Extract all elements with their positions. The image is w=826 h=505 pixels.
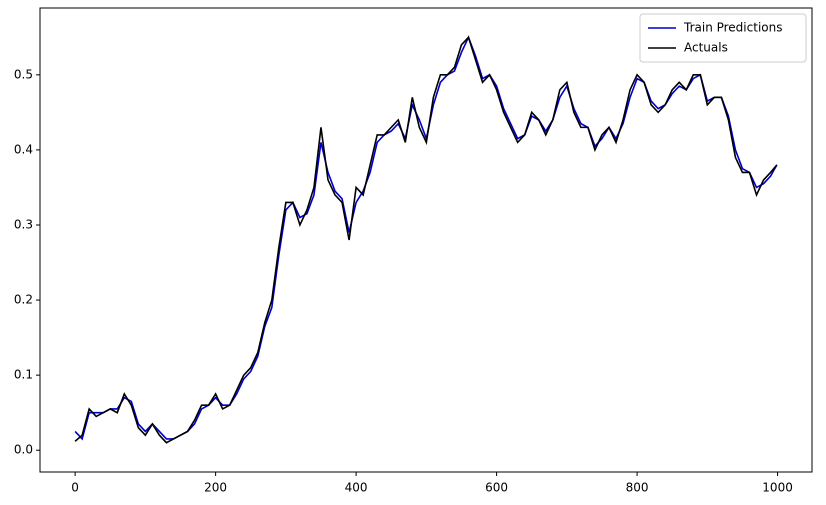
- legend-box: [639, 13, 807, 63]
- y-tick-label: 0.4: [14, 142, 33, 156]
- x-tick-label: 400: [345, 481, 368, 495]
- line-series: [74, 35, 778, 444]
- y-tick-label: 0.2: [14, 293, 33, 307]
- x-tick-label: 200: [204, 481, 227, 495]
- legend-label: Actuals: [684, 41, 728, 55]
- legend-label: Train Predictions: [683, 21, 782, 35]
- x-tick-label: 800: [626, 481, 649, 495]
- plot-frame: [39, 7, 813, 473]
- x-tick-label: 600: [485, 481, 508, 495]
- y-tick-label: 0.5: [14, 67, 33, 81]
- line-series: [74, 35, 778, 441]
- y-tick-label: 0.3: [14, 217, 33, 231]
- x-tick-label: 0: [71, 481, 79, 495]
- y-tick-label: 0.0: [14, 443, 33, 457]
- y-tick-label: 0.1: [14, 368, 33, 382]
- x-tick-label: 1000: [762, 481, 793, 495]
